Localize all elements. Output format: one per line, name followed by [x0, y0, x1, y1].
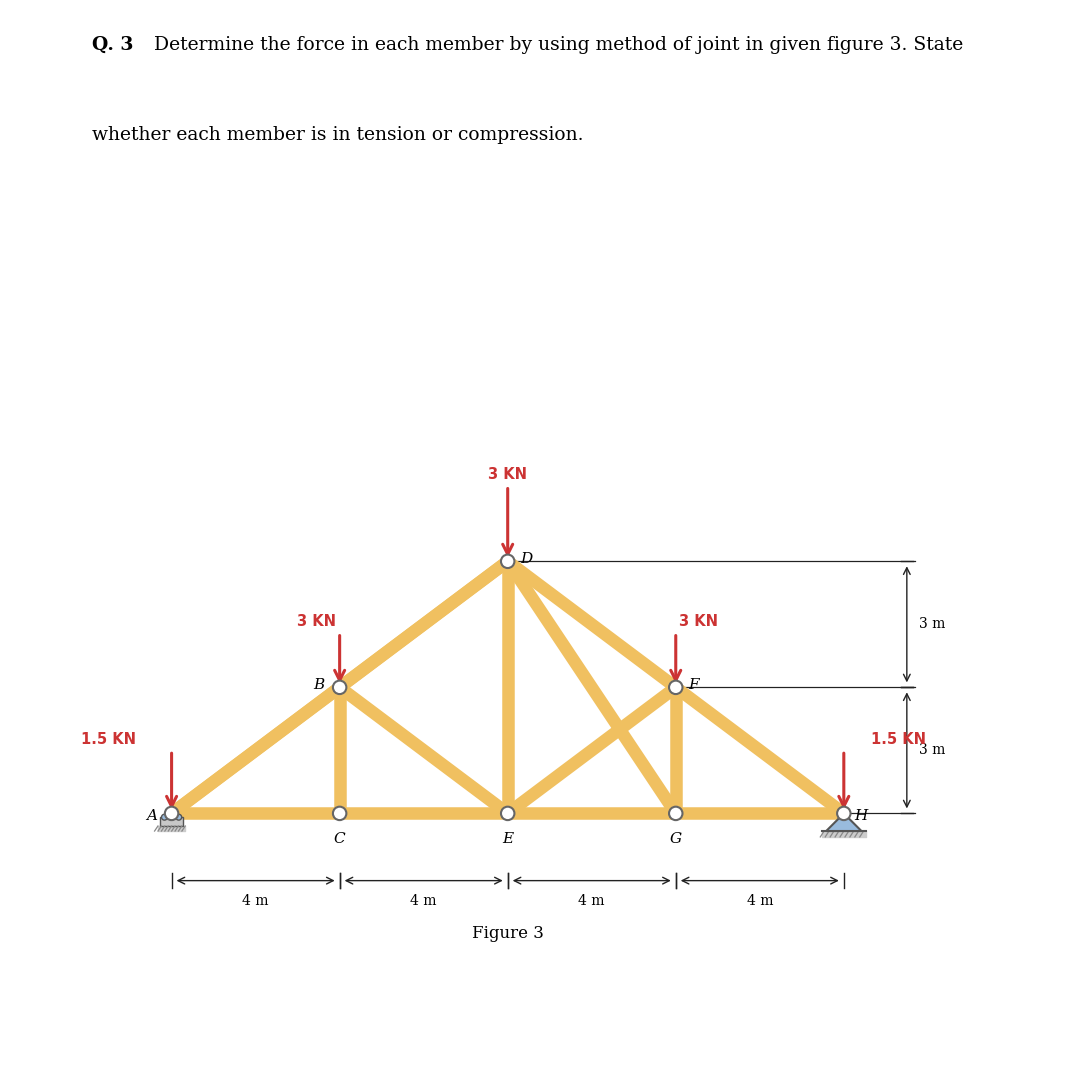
Circle shape: [501, 807, 515, 821]
Text: A: A: [146, 809, 156, 823]
Text: C: C: [333, 832, 345, 846]
Text: Figure 3: Figure 3: [472, 925, 544, 942]
Text: Determine the force in each member by using method of joint in given figure 3. S: Determine the force in each member by us…: [148, 37, 964, 54]
Bar: [160, 816, 183, 826]
Text: 4 m: 4 m: [578, 894, 605, 909]
Text: 4 m: 4 m: [747, 894, 773, 909]
Text: 3 KN: 3 KN: [297, 614, 336, 629]
Text: 4 m: 4 m: [410, 894, 437, 909]
Circle shape: [162, 814, 167, 821]
Text: G: G: [670, 832, 682, 846]
Text: whether each member is in tension or compression.: whether each member is in tension or com…: [92, 127, 584, 144]
Text: 4 m: 4 m: [243, 894, 269, 909]
Text: 3 KN: 3 KN: [488, 467, 528, 482]
Circle shape: [165, 807, 178, 821]
Circle shape: [333, 807, 346, 821]
Text: 3 m: 3 m: [919, 743, 946, 757]
Polygon shape: [827, 813, 861, 831]
Text: B: B: [314, 679, 325, 693]
Text: D: D: [520, 552, 533, 566]
Text: 1.5 KN: 1.5 KN: [871, 732, 926, 748]
Circle shape: [669, 681, 683, 694]
Text: E: E: [502, 832, 514, 846]
Text: 3 KN: 3 KN: [680, 614, 719, 629]
Text: F: F: [688, 679, 699, 693]
Circle shape: [176, 814, 181, 821]
Circle shape: [333, 681, 346, 694]
Circle shape: [168, 814, 175, 821]
Text: Q. 3: Q. 3: [92, 37, 133, 54]
Circle shape: [501, 554, 515, 568]
Text: H: H: [855, 809, 868, 823]
Circle shape: [837, 807, 850, 821]
Text: 1.5 KN: 1.5 KN: [81, 732, 136, 748]
Circle shape: [669, 807, 683, 821]
Text: 3 m: 3 m: [919, 618, 946, 632]
